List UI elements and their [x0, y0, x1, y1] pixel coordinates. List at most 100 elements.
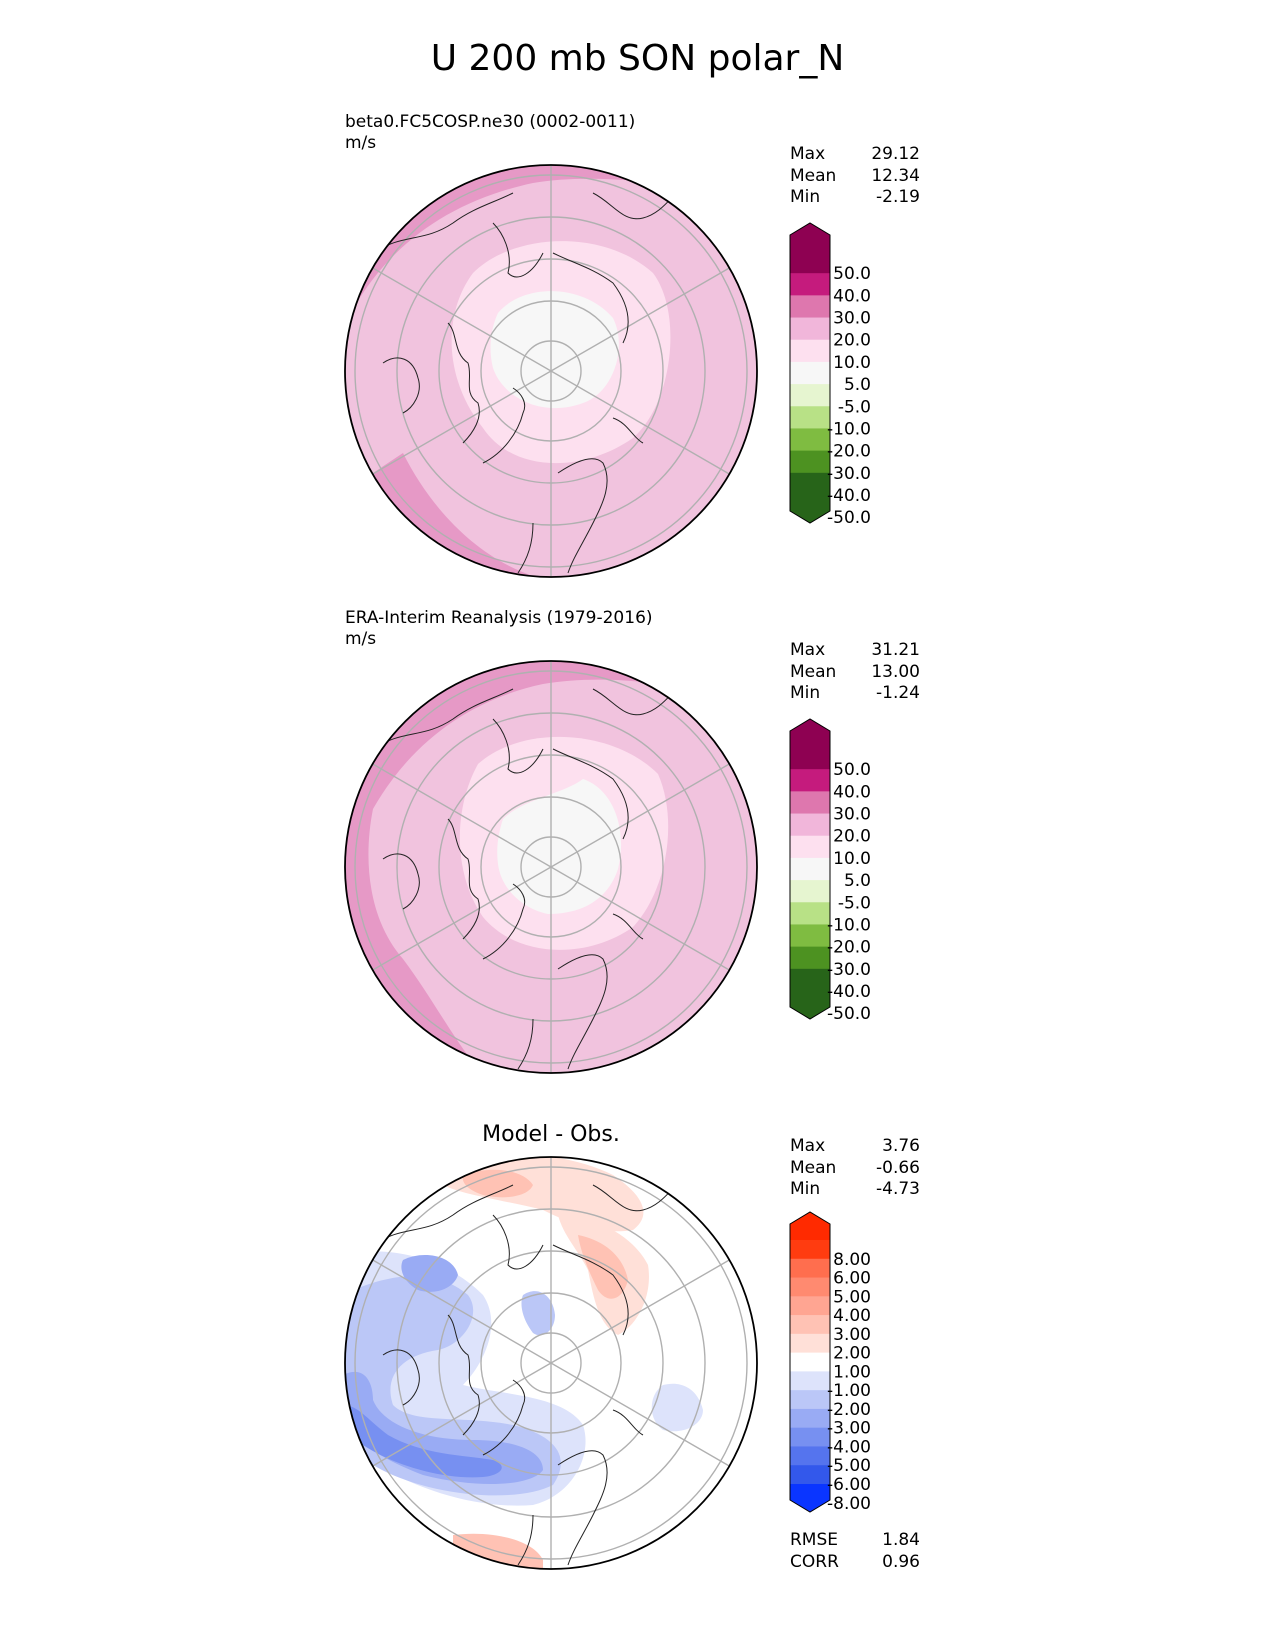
colorbar-swatch: [790, 902, 830, 925]
colorbar-swatch: [790, 1333, 830, 1354]
stat-min: -1.24: [876, 683, 920, 703]
field-band-pos2-3-b: [578, 1235, 628, 1299]
colorbar-extend-bottom: [790, 1484, 830, 1512]
panel-reference-title: ERA-Interim Reanalysis (1979-2016): [345, 608, 653, 628]
colorbar-swatch: [790, 1277, 830, 1297]
panel-test-colorbar: 50.040.0 30.020.010.05.0-5.0-10.0 -20.0-30…: [789, 222, 871, 528]
colorbar-tick-label: 20.0: [833, 827, 871, 847]
colorbar-tick-label: 2.00: [833, 1344, 871, 1364]
colorbar-tick-label: 50.0: [833, 264, 871, 284]
map-boundary: [344, 660, 758, 1074]
colorbar-tick-label: 5.0: [844, 871, 871, 891]
field-band-neg1-2-b: [651, 1383, 703, 1432]
colorbar-swatch: [790, 251, 830, 274]
colorbar-extend-top: [790, 1212, 830, 1240]
colorbar-tick-label: 40.0: [833, 286, 871, 306]
colorbar-swatch: [790, 361, 830, 385]
panel-difference-colorbar: 8.006.005.004.003.002.001.00-1.00-2.00-3…: [789, 1211, 871, 1514]
colorbar-tick-label: -6.00: [827, 1475, 871, 1495]
coastlines: [372, 187, 684, 574]
colorbar-swatch: [790, 1296, 830, 1316]
field-band-20-30-north: [345, 165, 757, 323]
panel-reference-units: m/s: [345, 629, 377, 649]
colorbar-extend-bottom: [790, 991, 830, 1019]
colorbar-extend-top: [790, 223, 830, 251]
panel-reference-map: [344, 660, 758, 1074]
colorbar-swatch: [790, 769, 830, 792]
panel-difference-metrics: RMSE 1.84 CORR 0.96: [790, 1530, 920, 1572]
stat-max: 29.12: [871, 144, 920, 164]
colorbar-tick-label: 3.00: [833, 1325, 871, 1345]
colorbar-tick-label: -5.00: [827, 1456, 871, 1476]
colorbar-tick-label: 30.0: [833, 309, 871, 329]
colorbar-swatch: [790, 1427, 830, 1447]
panel-reference-colorbar: 50.040.0 30.020.010.05.0-5.0-10.0 -20.0-30…: [789, 718, 871, 1024]
colorbar-tick-label: -5.0: [838, 397, 871, 417]
colorbar-swatch: [790, 1371, 830, 1391]
colorbar-tick-label: -30.0: [827, 464, 871, 484]
colorbar-tick-label: -40.0: [827, 486, 871, 506]
field-band-20-30-south: [345, 453, 543, 577]
colorbar-tick-label: 1.00: [833, 1362, 871, 1382]
colorbar-swatch: [790, 384, 830, 407]
colorbar-tick-label: 20.0: [833, 331, 871, 351]
graticule: [354, 1157, 748, 1569]
colorbar-tick-label: -20.0: [827, 442, 871, 462]
colorbar-swatch: [790, 1446, 830, 1466]
map-boundary: [344, 1156, 758, 1570]
colorbar-swatch: [790, 747, 830, 770]
stat-mean: 13.00: [871, 661, 920, 682]
colorbar-tick-label: -20.0: [827, 938, 871, 958]
colorbar-swatch: [790, 835, 830, 859]
colorbar-tick-label: 30.0: [833, 805, 871, 825]
colorbar-swatch: [790, 880, 830, 903]
colorbar-swatch: [790, 1240, 830, 1260]
colorbar-swatch: [790, 791, 830, 815]
panel-difference-title: Model - Obs.: [482, 1122, 620, 1147]
panel-test-header: beta0.FC5COSP.ne30 (0002-0011) m/s: [345, 112, 635, 154]
colorbar-swatch: [790, 813, 830, 837]
colorbar-extend-bottom: [790, 495, 830, 523]
field-band-5: [490, 291, 619, 409]
field-band-neg4-5: [345, 1405, 502, 1478]
colorbar-swatch: [790, 450, 830, 474]
colorbar-tick-label: 5.0: [844, 375, 871, 395]
colorbar-swatch: [790, 1315, 830, 1335]
field-band-neg3-4-b: [401, 1255, 458, 1292]
stat-mean: 12.34: [871, 165, 920, 186]
colorbar-tick-label: -1.00: [827, 1381, 871, 1401]
panel-reference-header: ERA-Interim Reanalysis (1979-2016) m/s: [345, 608, 653, 650]
colorbar-tick-label: -50.0: [827, 1004, 871, 1024]
panel-difference-stats: Max 3.76 Mean -0.66 Min -4.73: [790, 1136, 920, 1199]
colorbar-tick-label: -4.00: [827, 1437, 871, 1457]
stat-corr: 0.96: [882, 1551, 920, 1572]
field-band-neg2-3-b: [521, 1291, 555, 1336]
colorbar-swatch: [790, 968, 830, 992]
colorbar-swatch: [790, 946, 830, 970]
colorbar-swatch: [790, 1408, 830, 1429]
colorbar-tick-label: -40.0: [827, 982, 871, 1002]
colorbar-tick-label: -5.0: [838, 893, 871, 913]
stat-mean: -0.66: [876, 1157, 920, 1178]
colorbar-outline: [789, 1211, 831, 1513]
stat-min: -4.73: [876, 1179, 920, 1199]
colorbar-swatch: [790, 1352, 830, 1372]
colorbar-tick-label: 5.00: [833, 1287, 871, 1307]
colorbar-swatch: [790, 472, 830, 496]
colorbar-swatch: [790, 339, 830, 363]
colorbar-outline: [789, 718, 831, 1020]
colorbar-tick-label: 50.0: [833, 760, 871, 780]
colorbar-tick-label: 40.0: [833, 782, 871, 802]
colorbar-swatch: [790, 1258, 830, 1279]
colorbar-tick-label: -8.00: [827, 1494, 871, 1514]
field-band-pos2-3: [462, 1169, 533, 1198]
colorbar-tick-label: -50.0: [827, 508, 871, 528]
colorbar-swatch: [790, 295, 830, 319]
panel-test-title: beta0.FC5COSP.ne30 (0002-0011): [345, 112, 636, 132]
map-boundary: [344, 164, 758, 578]
panel-test-stats: Max 29.12 Mean 12.34 Min -2.19: [790, 144, 920, 207]
panel-test-units: m/s: [345, 133, 377, 153]
colorbar-swatch: [790, 317, 830, 341]
colorbar-extend-top: [790, 719, 830, 747]
panel-test-map: [344, 164, 758, 578]
